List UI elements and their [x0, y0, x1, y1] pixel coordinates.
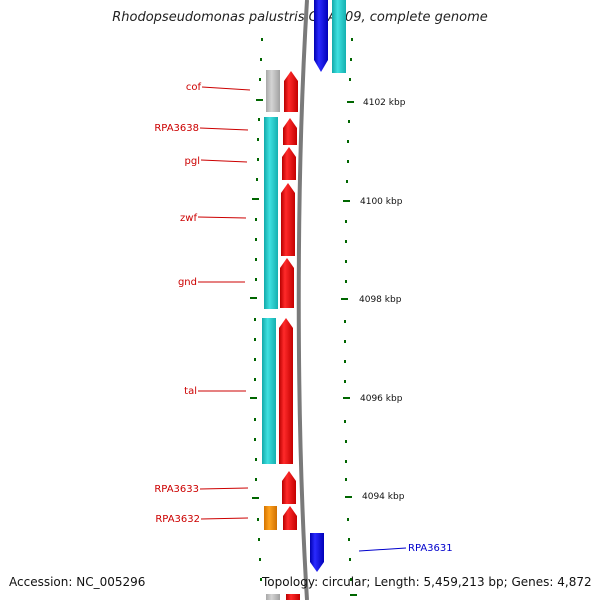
cds-block-1[interactable] — [264, 117, 278, 309]
label-leader-line — [199, 127, 249, 131]
label-leader-line — [197, 216, 247, 219]
gene-label[interactable]: RPA3638 — [154, 123, 199, 134]
scale-tick-label: 4102 kbp — [363, 98, 406, 108]
map-title: Rhodopseudomonas palustris CGA009, compl… — [112, 10, 488, 25]
scale-tick-label: 4094 kbp — [362, 492, 405, 502]
genome-stats-text: Topology: circular; Length: 5,459,213 bp… — [262, 575, 592, 589]
label-leader-line — [199, 487, 249, 490]
gene-RPA3632[interactable] — [283, 506, 297, 530]
genome-backbone — [296, 0, 309, 600]
cds-RPA3632[interactable] — [264, 506, 277, 530]
gene-label[interactable]: RPA3632 — [155, 514, 200, 525]
gene-zwf[interactable] — [281, 183, 295, 256]
gene-label[interactable]: cof — [186, 82, 202, 93]
gene-pgl[interactable] — [282, 147, 296, 180]
gene-label[interactable]: gnd — [178, 277, 197, 288]
accession-text: Accession: NC_005296 — [9, 575, 146, 589]
gene-RPA3633[interactable] — [282, 471, 296, 504]
scale-tick-label: 4096 kbp — [360, 394, 403, 404]
gene-gnd[interactable] — [280, 258, 294, 308]
cds-bottom-edge[interactable] — [266, 594, 280, 600]
gene-label[interactable]: RPA3631 — [408, 543, 453, 554]
gene-label[interactable]: RPA3633 — [154, 484, 199, 495]
gene-RPA3638[interactable] — [283, 118, 297, 145]
gene-bottom-edge[interactable] — [286, 594, 300, 600]
gene-label[interactable]: zwf — [180, 213, 197, 224]
gene-tal[interactable] — [279, 318, 293, 464]
gene-label[interactable]: tal — [184, 386, 197, 397]
left-tick-marks — [250, 38, 263, 581]
cds-block-2[interactable] — [262, 318, 276, 464]
gene-RPA3631[interactable] — [310, 533, 324, 572]
scale-tick-label: 4098 kbp — [359, 295, 402, 305]
label-leader-line — [200, 159, 248, 163]
scale-tick-label: 4100 kbp — [360, 197, 403, 207]
gene-cof[interactable] — [284, 71, 298, 112]
cds-cof[interactable] — [266, 70, 280, 112]
label-leader-line — [358, 547, 407, 552]
label-leader-line — [200, 517, 249, 520]
label-leader-line — [201, 86, 251, 91]
gene-label[interactable]: pgl — [185, 156, 200, 167]
cds-feature-top[interactable] — [332, 0, 346, 73]
right-tick-marks — [341, 38, 357, 596]
forward-gene-top[interactable] — [314, 0, 328, 72]
